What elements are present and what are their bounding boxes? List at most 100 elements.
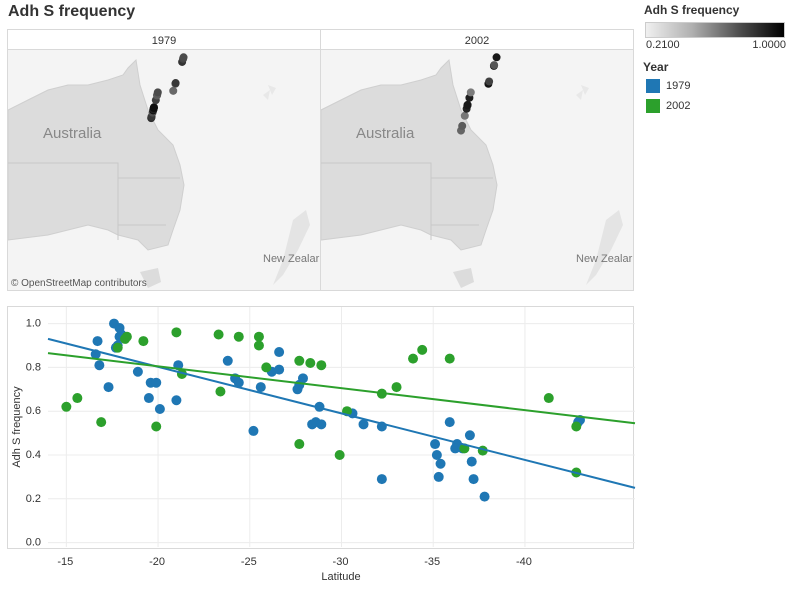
country-label-1979: Australia (43, 125, 102, 142)
point-1979[interactable] (92, 336, 103, 347)
x-tick-label: -40 (516, 556, 532, 568)
year-legend-title: Year (643, 60, 669, 74)
point-1979[interactable] (171, 395, 182, 406)
point-1979[interactable] (114, 322, 125, 333)
map-2002 (320, 50, 633, 290)
point-2002[interactable] (417, 344, 428, 355)
point-2002[interactable] (213, 329, 224, 340)
point-2002[interactable] (72, 393, 83, 404)
point-1979[interactable] (466, 456, 477, 467)
color-gradient-bar (645, 22, 785, 38)
map-dots-2002 (457, 53, 501, 135)
map-dot-2002[interactable] (485, 77, 494, 86)
point-1979[interactable] (431, 450, 442, 460)
panel-label-2002: 2002 (465, 35, 489, 47)
map-dot-2002[interactable] (490, 61, 499, 70)
country-label-2002: Australia (356, 125, 415, 142)
point-2002[interactable] (96, 417, 107, 428)
map-dot-2002[interactable] (492, 53, 501, 62)
point-1979[interactable] (479, 491, 490, 502)
color-legend-title: Adh S frequency (644, 3, 740, 17)
point-2002[interactable] (334, 450, 345, 460)
map-dot-1979[interactable] (171, 79, 180, 88)
x-axis-label: Latitude (321, 571, 360, 583)
point-2002[interactable] (305, 358, 316, 368)
legend-label-2002: 2002 (666, 100, 691, 112)
x-tick-label: -25 (241, 556, 257, 568)
point-1979[interactable] (132, 366, 143, 377)
point-1979[interactable] (143, 393, 154, 404)
point-1979[interactable] (248, 425, 259, 436)
legend-item-2002[interactable]: 2002 (646, 98, 690, 114)
point-2002[interactable] (233, 331, 244, 342)
point-1979[interactable] (154, 404, 165, 414)
map-dot-2002[interactable] (466, 88, 475, 97)
point-2002[interactable] (215, 386, 226, 397)
scatter-plot[interactable] (8, 307, 636, 548)
grid (48, 307, 635, 547)
series-1979 (90, 318, 585, 502)
point-1979[interactable] (316, 419, 327, 430)
point-1979[interactable] (433, 471, 444, 482)
point-2002[interactable] (571, 421, 582, 432)
map-dot-2002[interactable] (458, 121, 467, 130)
point-1979[interactable] (151, 377, 162, 388)
legend-item-1979[interactable]: 1979 (646, 78, 690, 94)
x-tick-labels: -15 -20 -25 -30 -35 -40 (57, 556, 532, 568)
point-2002[interactable] (138, 336, 149, 347)
point-2002[interactable] (151, 421, 162, 432)
scatter-plot-frame (7, 306, 636, 549)
map-dot-1979[interactable] (169, 86, 178, 95)
map-dot-2002[interactable] (460, 111, 469, 120)
map-dots-1979 (147, 53, 188, 123)
legend-swatch-1979 (646, 79, 660, 93)
point-1979[interactable] (358, 419, 369, 430)
nz-label-1979: New Zealar (263, 253, 320, 265)
point-1979[interactable] (222, 355, 233, 366)
gradient-max-label: 1.0000 (752, 39, 786, 51)
point-2002[interactable] (253, 340, 264, 351)
x-tick-label: -30 (333, 556, 349, 568)
point-2002[interactable] (294, 439, 305, 450)
point-2002[interactable] (121, 331, 132, 342)
point-2002[interactable] (316, 360, 327, 371)
point-1979[interactable] (297, 373, 308, 384)
point-2002[interactable] (294, 355, 305, 366)
legend-swatch-2002 (646, 99, 660, 113)
nz-label-2002: New Zealar (576, 253, 633, 265)
trendline-1979 (47, 337, 636, 489)
point-2002[interactable] (261, 362, 272, 373)
map-dot-1979[interactable] (149, 103, 158, 112)
point-2002[interactable] (61, 401, 72, 412)
map-attribution: © OpenStreetMap contributors (11, 278, 147, 289)
point-2002[interactable] (408, 353, 419, 364)
point-2002[interactable] (391, 382, 402, 393)
point-2002[interactable] (112, 342, 123, 353)
x-tick-label: -15 (57, 556, 73, 568)
point-2002[interactable] (543, 393, 554, 404)
point-1979[interactable] (233, 377, 244, 388)
point-2002[interactable] (444, 353, 455, 364)
map-dot-2002[interactable] (463, 100, 472, 109)
point-1979[interactable] (430, 439, 441, 450)
point-1979[interactable] (94, 360, 105, 371)
map-1979 (8, 50, 320, 290)
point-1979[interactable] (435, 458, 446, 469)
map-panels[interactable]: 1979 2002 Australia Australia New Zealar… (7, 29, 634, 291)
panel-label-1979: 1979 (152, 35, 176, 47)
x-tick-label: -20 (149, 556, 165, 568)
point-1979[interactable] (376, 474, 387, 485)
map-dot-1979[interactable] (153, 88, 162, 97)
map-dot-1979[interactable] (179, 53, 188, 62)
x-tick-label: -35 (424, 556, 440, 568)
point-1979[interactable] (255, 382, 266, 393)
point-1979[interactable] (274, 347, 285, 358)
point-1979[interactable] (103, 382, 114, 393)
point-1979[interactable] (464, 430, 475, 441)
legend-label-1979: 1979 (666, 80, 691, 92)
point-1979[interactable] (274, 364, 285, 375)
point-2002[interactable] (171, 327, 182, 338)
point-1979[interactable] (468, 474, 479, 485)
point-2002[interactable] (253, 331, 264, 342)
point-1979[interactable] (444, 417, 455, 428)
